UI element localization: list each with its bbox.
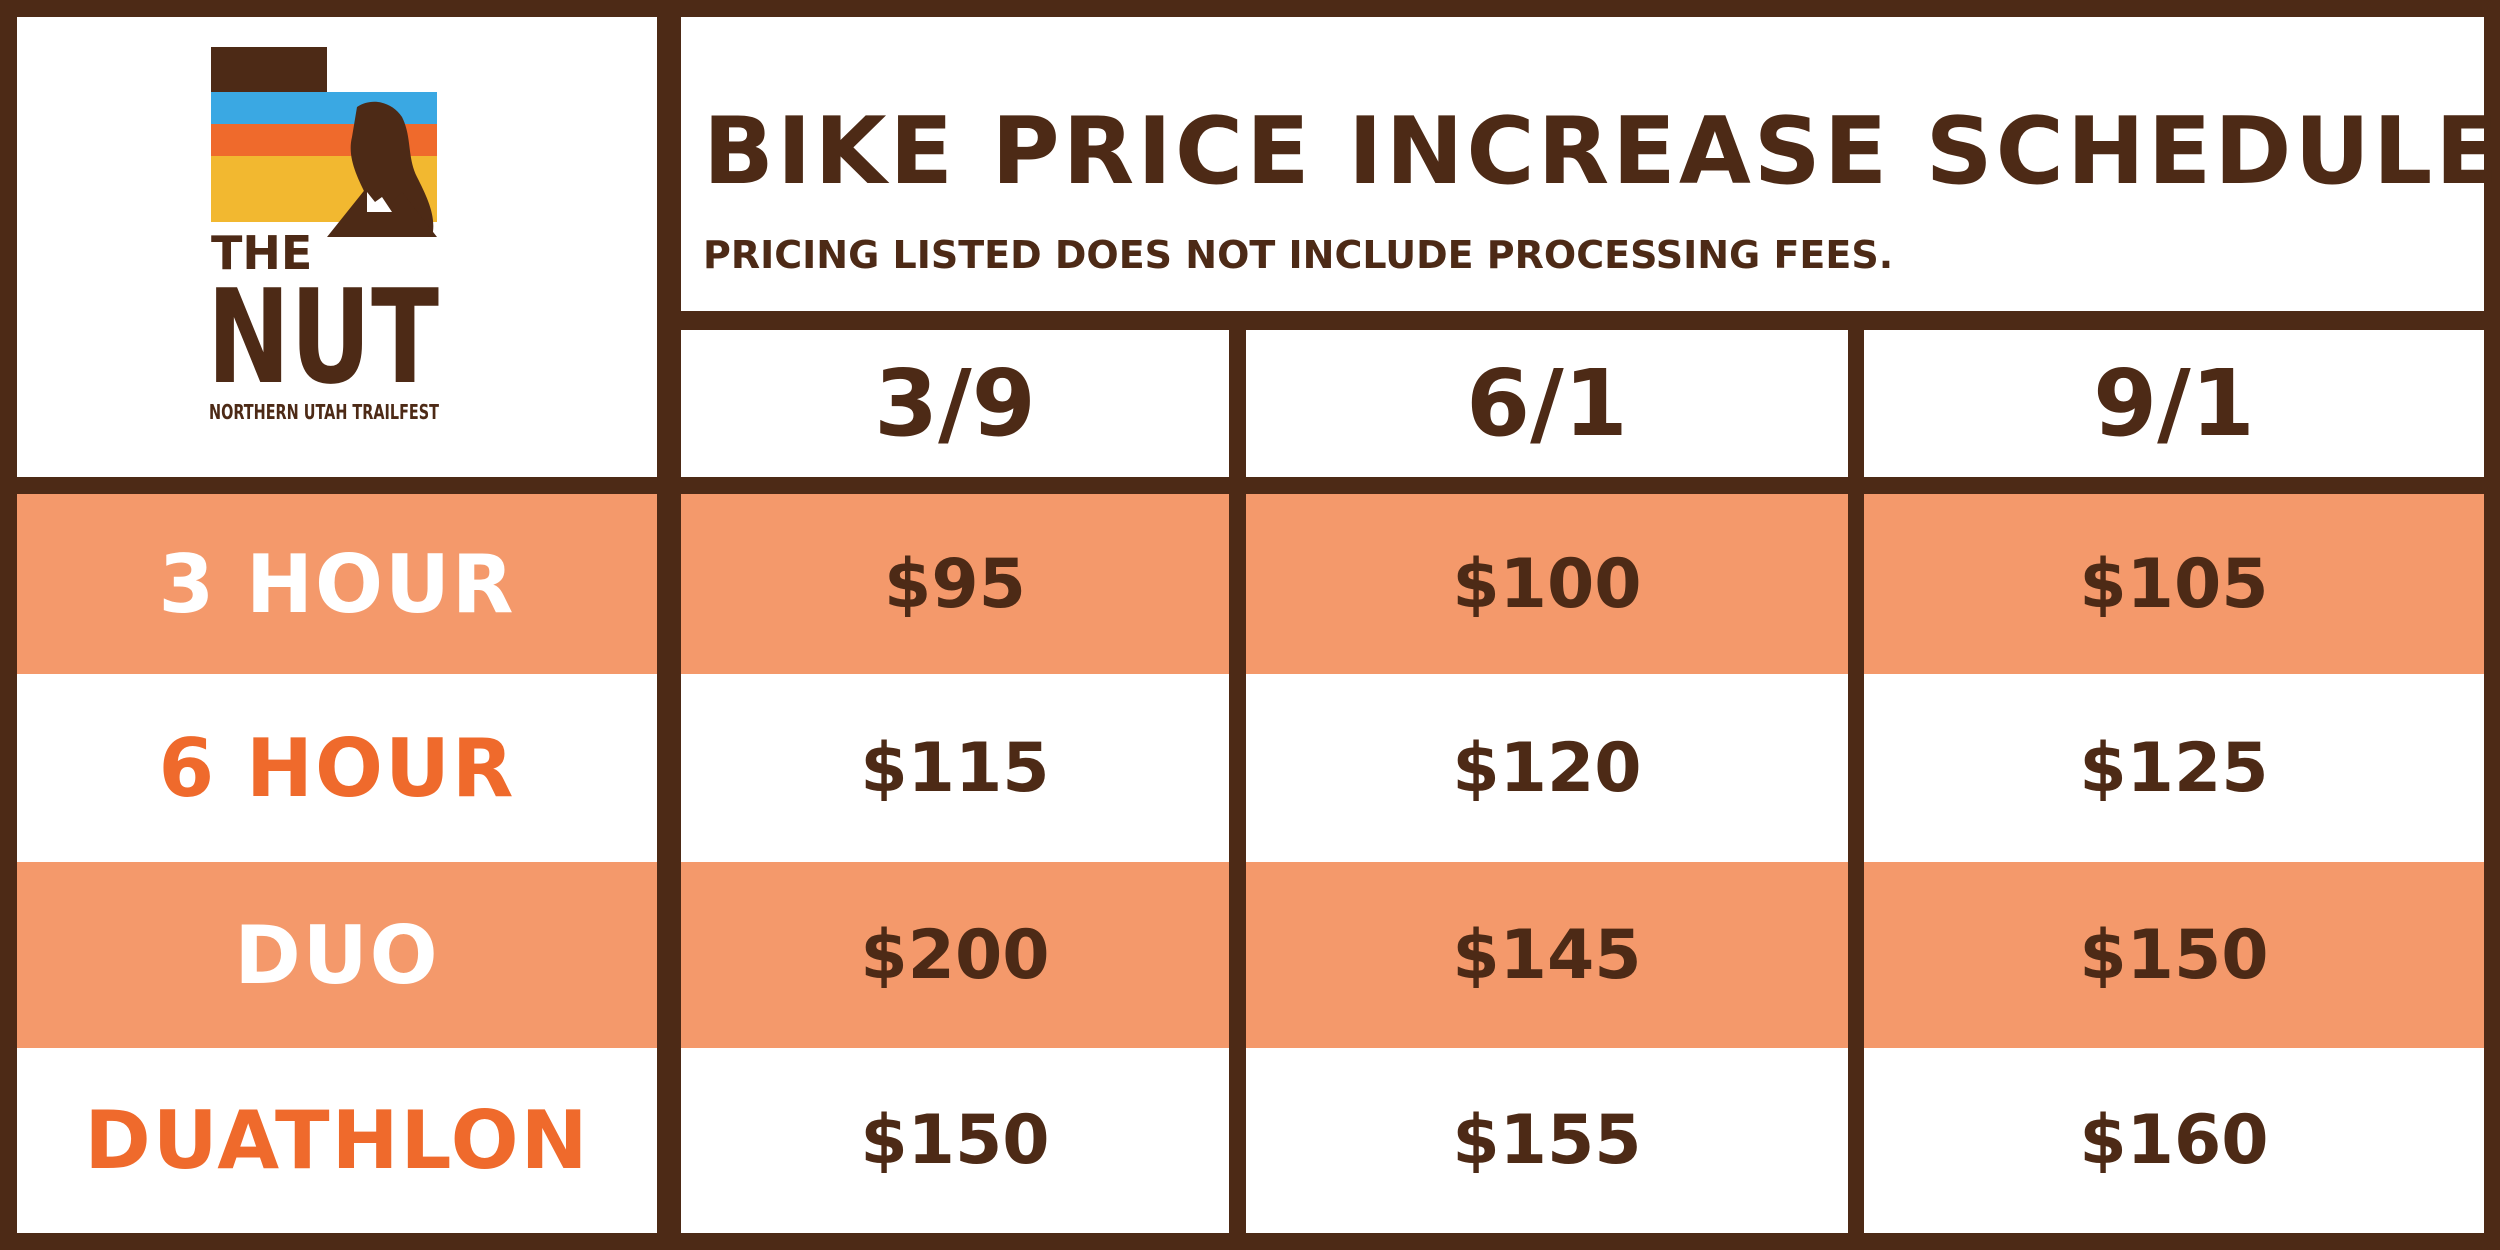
price-value: $150: [860, 1101, 1050, 1180]
price-value: $125: [2079, 728, 2269, 808]
logo-tagline: NORTHERN UTAH TRAILFEST: [209, 400, 439, 424]
title-block: BIKE PRICE INCREASE SCHEDULE PRICING LIS…: [681, 17, 2499, 311]
row-label: 3 HOUR: [158, 537, 516, 631]
row-label-duo: DUO: [17, 862, 657, 1048]
row-label-duathlon: DUATHLON: [17, 1048, 657, 1233]
price-cell: $150: [1864, 862, 2484, 1048]
the-nut-logo: THE NUT NORTHERN UTAH TRAILFEST: [207, 47, 439, 424]
price-value: $100: [1452, 544, 1642, 624]
price-value: $200: [860, 915, 1050, 995]
price-value: $150: [2079, 915, 2269, 995]
price-value: $145: [1452, 915, 1642, 995]
price-cell: $200: [681, 862, 1229, 1048]
date-label: 9/1: [2093, 350, 2255, 457]
logo-cell: THE NUT NORTHERN UTAH TRAILFEST: [17, 17, 657, 477]
logo-the: THE: [211, 226, 312, 280]
price-cell: $115: [681, 674, 1229, 862]
page-title: BIKE PRICE INCREASE SCHEDULE: [703, 97, 2500, 205]
row-label: 6 HOUR: [158, 721, 516, 815]
row-label: DUATHLON: [84, 1094, 590, 1187]
price-value: $105: [2079, 544, 2269, 624]
row-label-3-hour: 3 HOUR: [17, 494, 657, 674]
date-label: 3/9: [874, 350, 1036, 457]
price-cell: $120: [1246, 674, 1848, 862]
price-value: $120: [1452, 728, 1642, 808]
price-value: $95: [884, 544, 1026, 624]
price-value: $160: [2079, 1101, 2269, 1180]
price-value: $115: [860, 728, 1050, 808]
date-header-2: 6/1: [1246, 330, 1848, 477]
goat-mountain-icon: [327, 101, 437, 237]
price-cell: $160: [1864, 1048, 2484, 1233]
row-label-6-hour: 6 HOUR: [17, 674, 657, 862]
price-cell: $105: [1864, 494, 2484, 674]
date-header-3: 9/1: [1864, 330, 2484, 477]
price-cell: $95: [681, 494, 1229, 674]
row-label: DUO: [234, 908, 440, 1002]
price-value: $155: [1452, 1101, 1642, 1180]
date-label: 6/1: [1466, 350, 1628, 457]
logo-nut: NUT: [207, 261, 439, 413]
price-cell: $155: [1246, 1048, 1848, 1233]
price-cell: $150: [681, 1048, 1229, 1233]
date-header-1: 3/9: [681, 330, 1229, 477]
price-cell: $145: [1246, 862, 1848, 1048]
pricing-note: PRICING LISTED DOES NOT INCLUDE PROCESSI…: [703, 233, 1894, 277]
price-cell: $100: [1246, 494, 1848, 674]
price-cell: $125: [1864, 674, 2484, 862]
